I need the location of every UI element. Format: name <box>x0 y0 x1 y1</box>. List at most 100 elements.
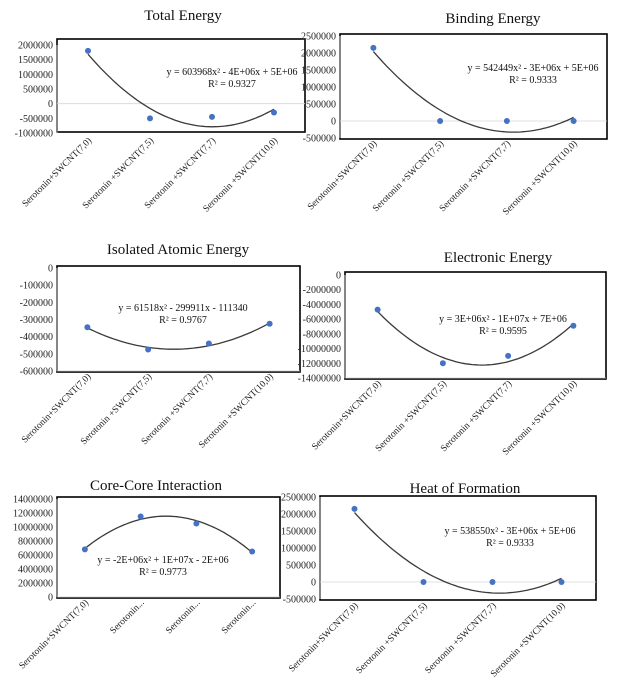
y-tick-label: 14000000 <box>13 495 53 506</box>
chart-title: Isolated Atomic Energy <box>107 242 250 258</box>
y-tick-label: -500000 <box>283 595 316 606</box>
y-tick-label: 0 <box>48 264 53 275</box>
data-point <box>147 115 153 122</box>
trendline <box>87 322 270 350</box>
y-tick-label: 1000000 <box>18 70 53 81</box>
data-point <box>193 520 200 527</box>
chart-4: Electronic Energy 0 -2000000 -4000000 -60000… <box>298 250 607 457</box>
chart-1: Total Energy 2000000 1500000 1000000 500000 0… <box>15 8 306 214</box>
y-tick-label: 0 <box>48 593 53 604</box>
y-tick-label: -14000000 <box>298 374 341 385</box>
chart-title: Core-Core Interaction <box>90 478 223 494</box>
data-point <box>205 340 212 347</box>
y-tick-label: -500000 <box>20 349 53 360</box>
r-squared: R² = 0.9773 <box>139 567 187 578</box>
trendline <box>84 515 253 553</box>
chart-2: Binding Energy 2500000 2000000 1500000 10000… <box>301 11 608 217</box>
y-tick-label: 2500000 <box>281 493 316 504</box>
y-tick-label: 2000000 <box>18 41 53 52</box>
chart-title: Total Energy <box>144 8 222 24</box>
y-tick-label: 1500000 <box>18 55 53 66</box>
x-tick-label: Serotonin +SWCNT(7,7) <box>438 378 514 454</box>
trendline-equation: y = -2E+06x² + 1E+07x - 2E+06 <box>97 555 228 566</box>
y-tick-label: -200000 <box>20 298 53 309</box>
r-squared: R² = 0.9767 <box>159 315 207 326</box>
data-point <box>137 513 144 520</box>
trendline-equation: y = 3E+06x² - 1E+07x + 7E+06 <box>439 314 567 325</box>
y-tick-label: -400000 <box>20 332 53 343</box>
chart-5: Core-Core Interaction 14000000 12000000 100… <box>13 478 281 671</box>
chart-title: Electronic Energy <box>444 250 553 266</box>
x-tick-label: Serotonin+SWCNT(7,0) <box>19 371 93 445</box>
x-tick-label: Serotonin+SWCNT(7,0) <box>17 597 91 671</box>
x-tick-label: Serotonin+SWCNT(7,0) <box>287 600 361 674</box>
y-tick-label: -1000000 <box>15 129 53 140</box>
data-point <box>351 505 358 512</box>
x-tick-label: Serotonin +SWCNT(7,7) <box>437 138 513 214</box>
data-point <box>249 548 256 555</box>
y-tick-label: 1500000 <box>301 66 336 77</box>
x-tick-label: Serotonin+SWCNT(7,0) <box>305 138 379 212</box>
x-tick-label: Serotonin +SWCNT(7,5) <box>373 378 449 454</box>
y-tick-label: -10000000 <box>298 344 341 355</box>
r-squared: R² = 0.9333 <box>509 75 557 86</box>
y-tick-label: -600000 <box>20 367 53 378</box>
x-tick-label: Serotonin +SWCNT(7,7) <box>423 600 499 676</box>
chart-title: Heat of Formation <box>410 481 521 497</box>
data-point <box>489 579 496 585</box>
y-tick-label: 2500000 <box>301 32 336 43</box>
y-tick-label: -2000000 <box>303 285 341 296</box>
x-tick-label: Serotonin +SWCNT(10,0) <box>501 138 580 217</box>
trendline <box>354 512 562 594</box>
data-point <box>209 113 215 120</box>
y-tick-label: 2000000 <box>301 49 336 60</box>
y-tick-label: -6000000 <box>303 315 341 326</box>
y-tick-label: 0 <box>311 578 316 589</box>
data-point <box>266 320 273 327</box>
y-tick-label: -100000 <box>20 281 53 292</box>
x-tick-label: Serotonin+SWCNT(7,0) <box>20 135 94 209</box>
data-point <box>503 118 510 124</box>
y-tick-label: 0 <box>331 117 336 128</box>
data-point <box>420 579 427 585</box>
data-point <box>437 118 444 124</box>
data-point <box>439 360 446 367</box>
x-tick-label: Serotonin... <box>220 598 258 636</box>
chart-frame <box>319 495 597 601</box>
y-tick-label: 6000000 <box>18 551 53 562</box>
x-tick-label: Serotonin... <box>109 598 147 636</box>
y-tick-label: 1500000 <box>281 527 316 538</box>
y-tick-label: 500000 <box>306 100 336 111</box>
y-tick-label: 500000 <box>23 85 53 96</box>
r-squared: R² = 0.9327 <box>208 79 256 90</box>
y-tick-label: 500000 <box>286 561 316 572</box>
y-tick-label: 1000000 <box>281 544 316 555</box>
x-tick-label: Serotonin +SWCNT(7,7) <box>142 135 218 211</box>
trendline-equation: y = 538550x² - 3E+06x + 5E+06 <box>444 526 575 537</box>
data-point <box>271 109 277 116</box>
chart-frame <box>344 271 607 380</box>
data-point <box>85 47 91 54</box>
x-tick-label: Serotonin +SWCNT(10,0) <box>489 600 568 679</box>
data-point <box>505 352 512 359</box>
trendline-equation: y = 542449x² - 3E+06x + 5E+06 <box>467 63 598 74</box>
data-point <box>558 579 565 585</box>
y-tick-label: 0 <box>336 271 341 282</box>
data-point <box>570 322 577 329</box>
y-tick-label: -4000000 <box>303 300 341 311</box>
chart-title: Binding Energy <box>445 11 541 27</box>
x-tick-label: Serotonin... <box>164 598 202 636</box>
x-tick-label: Serotonin +SWCNT(7,5) <box>370 138 446 214</box>
y-tick-label: -8000000 <box>303 329 341 340</box>
y-tick-label: 2000000 <box>18 579 53 590</box>
y-tick-label: 4000000 <box>18 565 53 576</box>
data-point <box>81 546 88 553</box>
y-tick-label: 12000000 <box>13 509 53 520</box>
y-tick-label: -12000000 <box>298 359 341 370</box>
data-point <box>145 346 152 353</box>
data-point <box>570 118 577 124</box>
y-tick-label: 0 <box>48 99 53 110</box>
y-tick-label: 8000000 <box>18 537 53 548</box>
y-tick-label: 10000000 <box>13 523 53 534</box>
data-point <box>84 324 91 331</box>
